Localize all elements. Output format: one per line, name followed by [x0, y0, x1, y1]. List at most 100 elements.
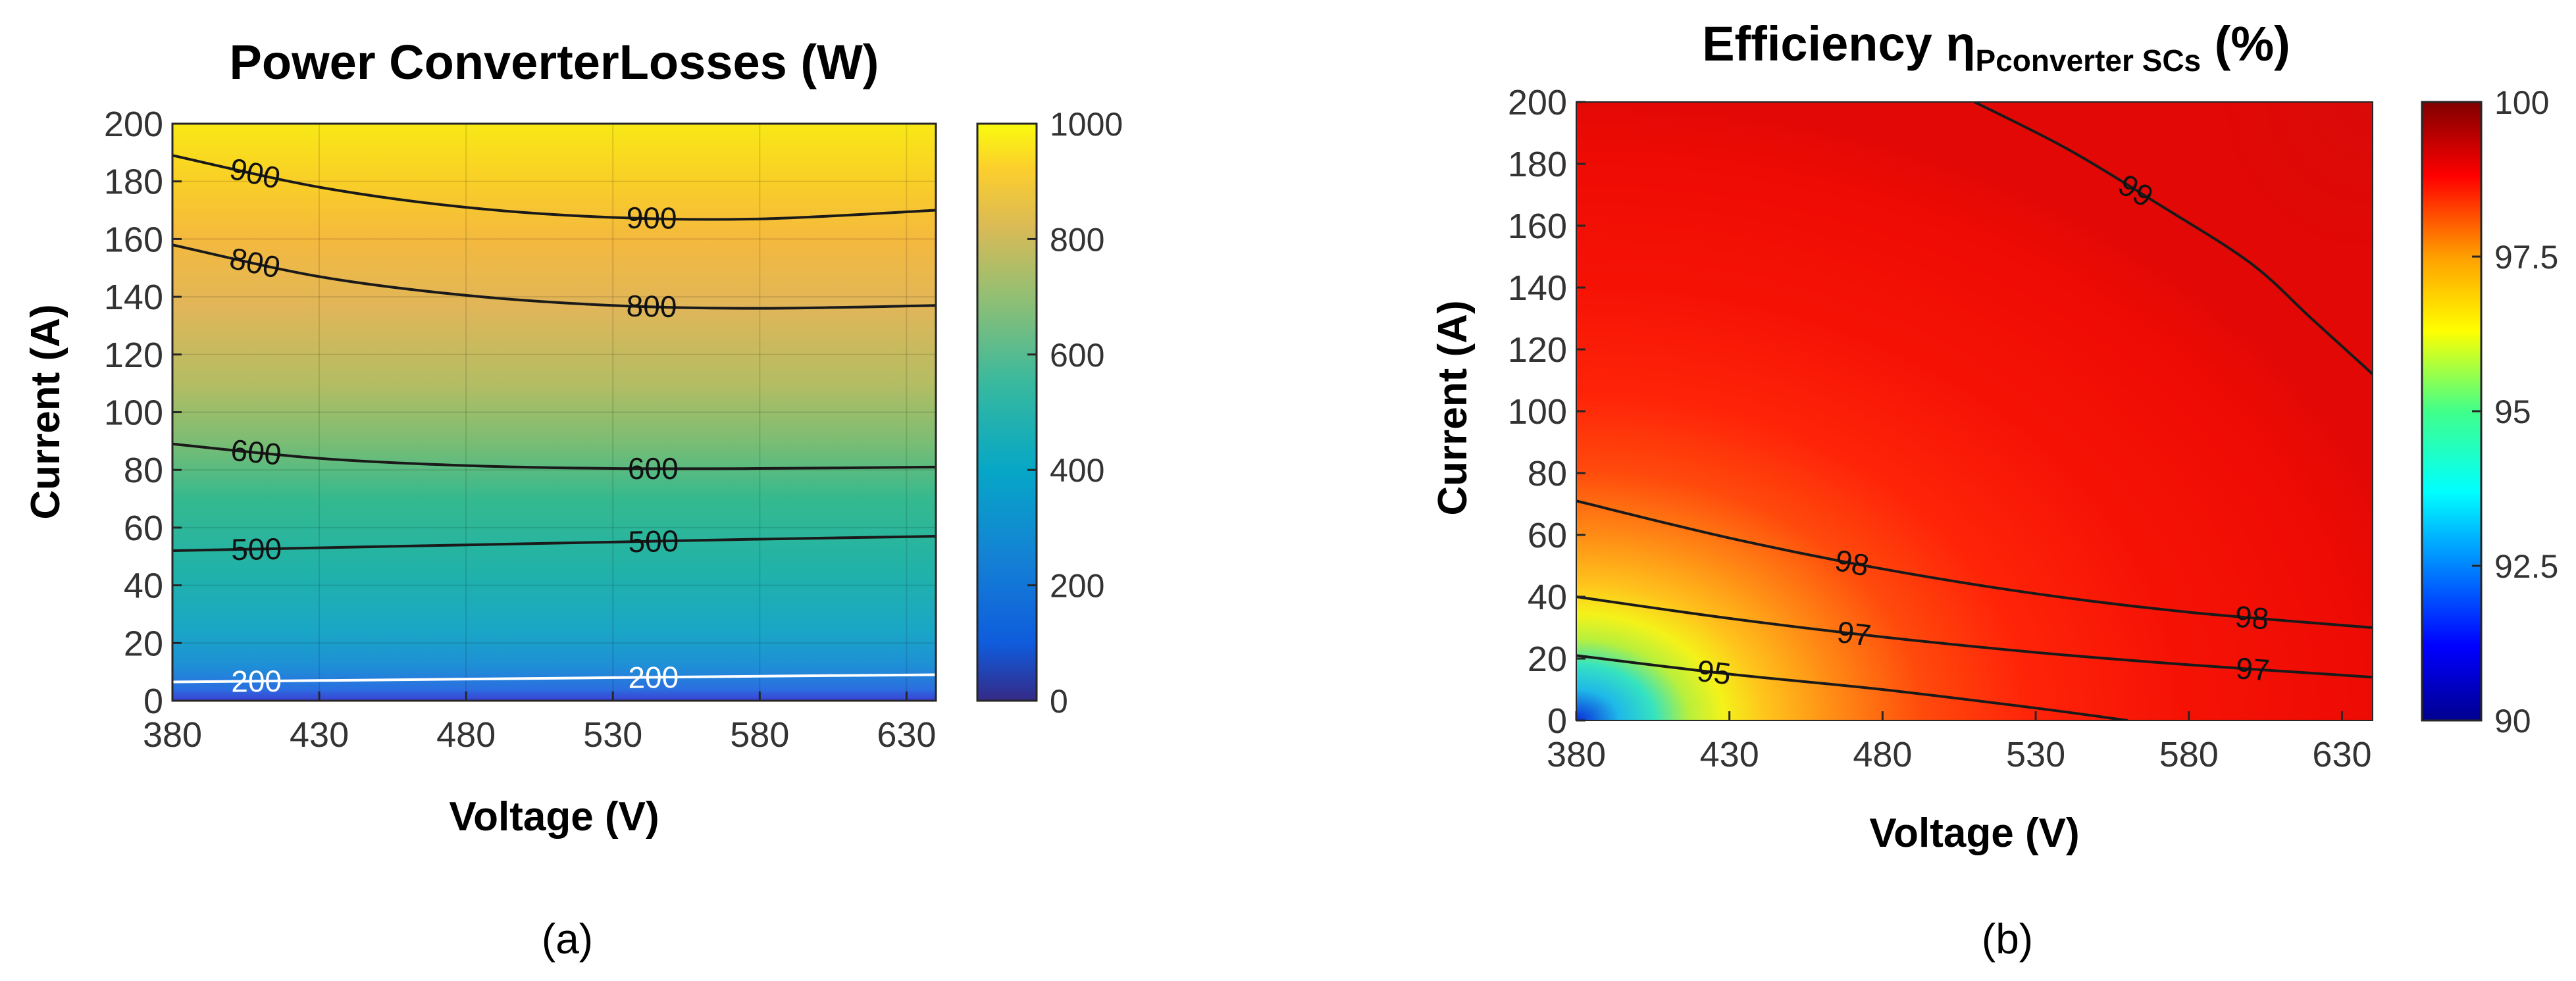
- chart-a-colorbar-tick-label: 0: [1050, 683, 1068, 720]
- chart-b-x-tick-label: 430: [1700, 735, 1759, 774]
- chart-a-y-tick-label: 40: [124, 566, 163, 606]
- chart-b-y-tick-label: 120: [1508, 330, 1567, 370]
- chart-b-contour-label: 98: [1832, 543, 1872, 583]
- chart-b-contour-label-group: 98: [2234, 599, 2270, 636]
- chart-a-x-ticks: 380 430 480 530 580 630: [143, 692, 936, 755]
- chart-b-y-tick-label: 60: [1528, 516, 1567, 555]
- chart-a-contour-label-group: 800: [626, 289, 677, 324]
- chart-b-x-tick-label: 380: [1547, 735, 1606, 774]
- chart-a-colorbar: [976, 122, 1038, 702]
- chart-a-colorbar-tick-label: 600: [1050, 337, 1104, 374]
- chart-b-x-tick-label: 580: [2159, 735, 2219, 774]
- chart-b-y-tick-label: 20: [1528, 640, 1567, 679]
- chart-a-caption: (a): [542, 915, 593, 963]
- chart-a-y-tick-label: 60: [124, 509, 163, 548]
- chart-a-colorbar-ticks: 0 200 400 600 800 1000: [1027, 106, 1123, 720]
- chart-b-contour-label-group: 97: [1836, 615, 1873, 653]
- chart-a-title: Power ConverterLosses (W): [230, 35, 879, 89]
- chart-a-y-tick-label: 160: [104, 220, 163, 259]
- chart-b-y-tick-label: 0: [1547, 701, 1567, 741]
- chart-a-contour-label-group: 800: [227, 241, 284, 285]
- chart-b-y-tick-label: 40: [1528, 578, 1567, 617]
- chart-a-contour-label-group: 900: [626, 201, 677, 236]
- chart-a-contour-500: [172, 535, 936, 552]
- chart-b-x-tick-label: 530: [2006, 735, 2065, 774]
- chart-b-colorbar-tick-label: 92.5: [2494, 548, 2558, 585]
- chart-a-colorbar-tick-label: 400: [1050, 452, 1104, 489]
- chart-a-contour-label: 800: [626, 289, 677, 324]
- chart-b-x-tick-label: 480: [1853, 735, 1912, 774]
- panel-a: Power ConverterLosses (W) 90090080080060…: [23, 35, 1123, 963]
- chart-a-y-tick-label: 180: [104, 163, 163, 202]
- chart-a-contour-label-group: 500: [628, 524, 679, 559]
- chart-b-title: Efficiency ηPconverter SCs (%): [1702, 16, 2290, 78]
- chart-a-contours: 900 900 800 800 600 600 500 500 200 200: [172, 151, 936, 699]
- chart-a-y-tick-label: 100: [104, 393, 163, 433]
- chart-b-title-main: Efficiency η: [1702, 16, 1975, 71]
- chart-a-y-tick-label: 120: [104, 336, 163, 375]
- chart-a-x-tick-label: 630: [877, 715, 936, 755]
- chart-a-x-tick-label: 580: [730, 715, 789, 755]
- chart-b-contour-95: [1576, 654, 2128, 720]
- chart-a-contour-label-group: 900: [227, 151, 284, 195]
- chart-a-x-label: Voltage (V): [449, 794, 659, 840]
- chart-a-colorbar-tick-label: 800: [1050, 221, 1104, 258]
- chart-a-grid: [172, 124, 936, 701]
- chart-a-contour-900: [172, 154, 936, 221]
- chart-a-contour-600: [172, 442, 936, 470]
- chart-a-contour-label: 600: [229, 433, 282, 472]
- chart-a-contour-label: 200: [231, 664, 282, 699]
- chart-b-contour-97: [1576, 595, 2373, 679]
- chart-b-x-label: Voltage (V): [1869, 811, 2079, 856]
- chart-a-y-tick-label: 200: [104, 105, 163, 144]
- chart-a-colorbar-tick-label: 200: [1050, 568, 1104, 605]
- chart-b-title-suffix: (%): [2201, 16, 2290, 71]
- chart-b-y-label: Current (A): [1430, 300, 1476, 515]
- chart-a-y-tick-label: 20: [124, 624, 163, 663]
- chart-a-contour-label: 600: [628, 451, 679, 486]
- chart-b-title-subscript: Pconverter SCs: [1976, 43, 2202, 78]
- chart-b-contour-label: 97: [2235, 651, 2271, 687]
- chart-b-contour-98: [1576, 499, 2373, 629]
- chart-b-y-tick-label: 100: [1508, 392, 1567, 432]
- chart-b-contour-label-group: 98: [1832, 543, 1872, 583]
- chart-a-contour-800: [172, 243, 936, 310]
- chart-a-y-ticks: 0 20 40 60 80 100 120 140 160 180 200: [104, 105, 182, 721]
- chart-b-contour-label: 95: [1695, 653, 1733, 692]
- chart-a-contour-label-group: 600: [229, 433, 282, 472]
- chart-a-contour-label-group: 200: [231, 664, 282, 699]
- chart-a-contour-label: 500: [628, 524, 679, 559]
- chart-a-y-tick-label: 140: [104, 278, 163, 317]
- chart-a-x-tick-label: 480: [436, 715, 496, 755]
- chart-a-contour-200: [172, 673, 936, 684]
- chart-b-y-tick-label: 180: [1508, 145, 1567, 184]
- chart-a-contour-label: 500: [231, 532, 282, 566]
- chart-a-colorbar-tick-label: 1000: [1050, 106, 1123, 143]
- chart-a-heatmap: [172, 124, 936, 701]
- panel-b: Efficiency ηPconverter SCs (%) 999898979…: [1430, 16, 2558, 963]
- chart-b-contour-label-group: 95: [1695, 653, 1733, 692]
- chart-b-colorbar-tick-label: 90: [2494, 703, 2531, 740]
- chart-b-colorbar-tick-label: 95: [2494, 393, 2531, 430]
- chart-a-y-label: Current (A): [23, 304, 68, 519]
- chart-b-contour-label: 97: [1836, 615, 1873, 653]
- chart-a-contour-label-group: 600: [628, 451, 679, 486]
- chart-a-contour-label-group: 200: [628, 660, 679, 695]
- chart-b-y-tick-label: 140: [1508, 268, 1567, 308]
- chart-a-contour-label-group: 500: [231, 532, 282, 566]
- chart-b-colorbar-tick-label: 100: [2494, 84, 2549, 121]
- chart-a-y-tick-label: 80: [124, 451, 163, 490]
- chart-b-contour-99: [1974, 102, 2373, 376]
- chart-b-contour-label: 98: [2234, 599, 2270, 636]
- chart-b-y-tick-label: 80: [1528, 454, 1567, 493]
- chart-a-contour-label: 200: [628, 660, 679, 695]
- chart-b-contour-label-group: 97: [2235, 651, 2271, 687]
- chart-a-x-tick-label: 430: [290, 715, 349, 755]
- chart-b-caption: (b): [1982, 915, 2033, 963]
- chart-a-contour-label: 900: [626, 201, 677, 236]
- chart-a-y-tick-label: 0: [143, 682, 163, 721]
- chart-a-x-tick-label: 530: [583, 715, 642, 755]
- chart-b-y-ticks: 0 20 40 60 80 100 120 140 160 180 200: [1508, 83, 1585, 741]
